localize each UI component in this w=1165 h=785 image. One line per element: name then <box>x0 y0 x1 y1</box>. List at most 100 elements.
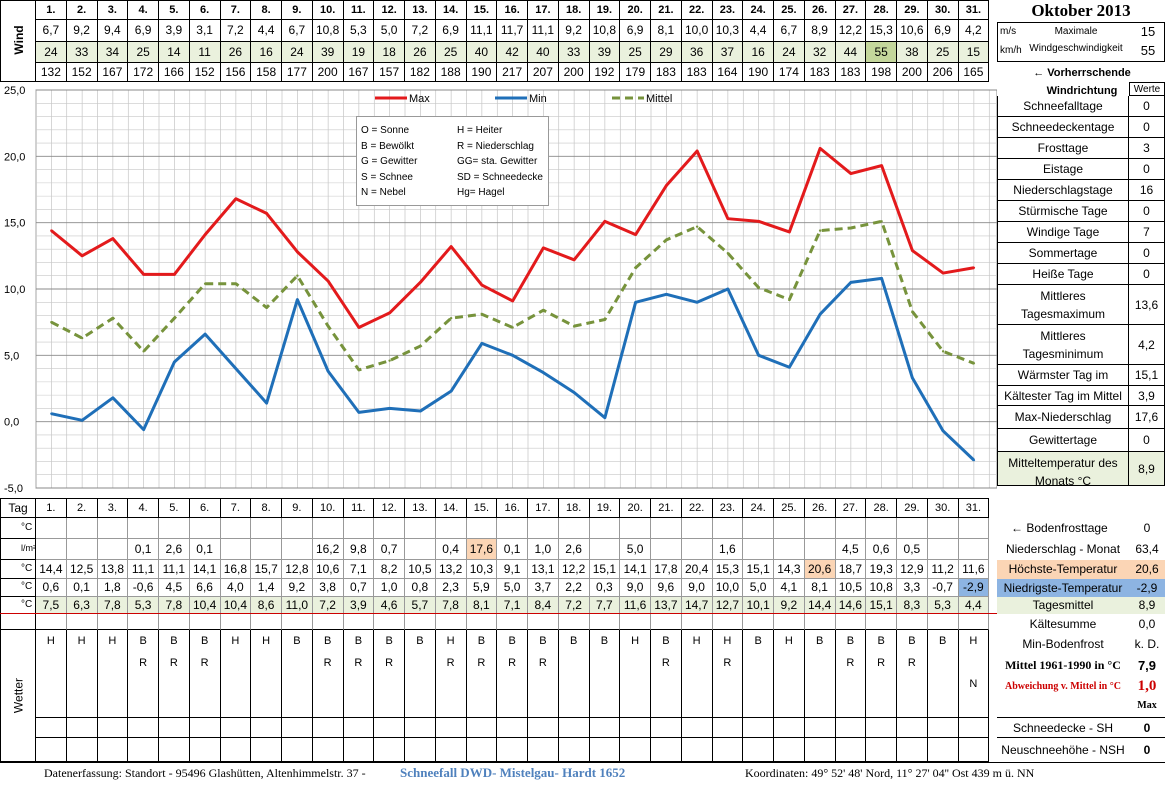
weather-code-cell: H <box>682 630 713 653</box>
table-day-header: 3. <box>97 498 129 518</box>
title-box: Oktober 2013 <box>997 0 1165 22</box>
weather-code-cell: B <box>559 630 590 653</box>
data-point-mittel <box>203 282 207 285</box>
data-point-max <box>326 279 330 283</box>
data-point-max <box>788 230 791 234</box>
wind-day-header: 11. <box>343 0 375 20</box>
data-point-mittel <box>173 316 176 320</box>
wind-dir-cell: 192 <box>589 62 621 82</box>
data-point-min <box>449 389 453 393</box>
weather-code-cell <box>374 737 405 762</box>
weather-code-cell <box>66 737 98 762</box>
wind-day-header: 3. <box>97 0 129 20</box>
wind-label: Wind <box>0 0 36 82</box>
data-point-min <box>50 412 53 415</box>
blank-cell <box>189 614 221 630</box>
weather-code-cell: B <box>374 630 405 653</box>
data-point-max <box>726 217 730 220</box>
weather-code-cell <box>67 673 98 695</box>
weather-code-cell <box>313 673 344 695</box>
temp-unit-cell <box>128 518 159 539</box>
max-temp-cell: 14,1 <box>189 560 221 579</box>
wind-ms-cell: 9,2 <box>67 20 98 41</box>
temp-unit-cell <box>97 518 129 539</box>
data-point-max <box>634 233 637 236</box>
table-day-header: 30. <box>927 498 959 518</box>
weather-code-cell <box>713 673 744 695</box>
bodenfrost-value: 0 <box>1143 521 1151 535</box>
data-point-min <box>173 360 176 364</box>
weather-code-cell <box>836 673 867 695</box>
min-unit-label: °C <box>0 579 36 597</box>
data-point-mittel <box>911 310 914 313</box>
weather-code-cell <box>67 695 98 717</box>
weather-code-cell <box>343 737 375 762</box>
blank-cell <box>804 614 836 630</box>
weather-legend-item: S = Schnee <box>361 171 413 183</box>
data-point-min <box>972 458 976 462</box>
data-point-mittel <box>849 226 853 230</box>
precip-cell <box>66 539 98 560</box>
max-temp-cell: 15,3 <box>712 560 744 579</box>
wind-ms-cell: 10,3 <box>713 20 744 41</box>
data-point-min <box>480 342 484 345</box>
wind-ms-cell: 7,2 <box>221 20 252 41</box>
max-temp-cell: 12,5 <box>66 560 98 579</box>
max-temp-cell: 14,3 <box>774 560 805 579</box>
wind-ms-cell: 3,1 <box>190 20 221 41</box>
stat-value: 3 <box>1129 138 1165 159</box>
mean-temp-cell: 15,1 <box>866 597 897 614</box>
blank-cell <box>927 614 959 630</box>
wind-kmh-cell: 34 <box>97 41 129 62</box>
precip-cell <box>251 539 282 560</box>
minboden-label: Min-Bodenfrost <box>1022 637 1104 651</box>
weather-code-cell <box>374 717 405 737</box>
weather-code-cell <box>559 673 590 695</box>
temp-unit-cell <box>220 518 252 539</box>
weather-code-cell <box>36 673 67 695</box>
data-point-mittel <box>818 229 822 232</box>
wind-dir-cell: 172 <box>128 62 159 82</box>
data-point-min <box>80 419 84 422</box>
min-temp-cell: -2,9 <box>958 579 990 597</box>
weather-code-cell <box>282 737 313 762</box>
weather-legend-item: G = Gewitter <box>361 156 418 167</box>
stat-value: 0 <box>1129 429 1165 452</box>
data-point-mittel <box>296 274 299 277</box>
mean-temp-cell: 7,2 <box>312 597 344 614</box>
data-point-min <box>695 301 699 304</box>
footer: Datenerfassung: Standort - 95496 Glashüt… <box>0 762 1165 785</box>
max-temp-cell: 8,2 <box>374 560 405 579</box>
max-temp-cell: 10,3 <box>466 560 498 579</box>
footer-link[interactable]: Schneefall DWD- Mistelgau- Hardt 1652 <box>400 765 626 780</box>
wind-day-header: 8. <box>251 0 282 20</box>
precip-cell: 0,1 <box>189 539 221 560</box>
weather-code-cell: N <box>959 673 990 695</box>
min-temp-cell: 10,0 <box>712 579 744 597</box>
mittel-label: Mittel 1961-1990 in °C <box>1005 658 1121 672</box>
data-point-max <box>972 266 976 269</box>
max-word-value: Max <box>1137 700 1157 711</box>
stat-value: 13,6 <box>1129 285 1165 325</box>
wind-dir-cell: 165 <box>958 62 990 82</box>
temp-unit-cell <box>712 518 744 539</box>
wind-day-header: 13. <box>405 0 436 20</box>
wind-dir-cell: 166 <box>159 62 190 82</box>
min-temp-cell: 10,5 <box>835 579 867 597</box>
blank-cell <box>97 614 129 630</box>
stat-label: Frosttage <box>997 138 1129 159</box>
wind-kmh-cell: 32 <box>804 41 836 62</box>
weather-code-cell <box>36 695 67 717</box>
table-day-header: 22. <box>681 498 713 518</box>
precip-cell <box>97 539 129 560</box>
weather-code-cell <box>835 737 867 762</box>
weather-code-cell <box>927 737 959 762</box>
data-point-min <box>357 411 361 414</box>
weather-code-cell <box>558 737 590 762</box>
max-temp-cell: 19,3 <box>866 560 897 579</box>
weather-code-cell <box>897 737 928 762</box>
wind-kmh-cell: 38 <box>897 41 928 62</box>
weather-code-cell: H <box>251 630 282 653</box>
weather-code-cell: H <box>436 630 467 653</box>
stat-label: Windige Tage <box>997 222 1129 243</box>
